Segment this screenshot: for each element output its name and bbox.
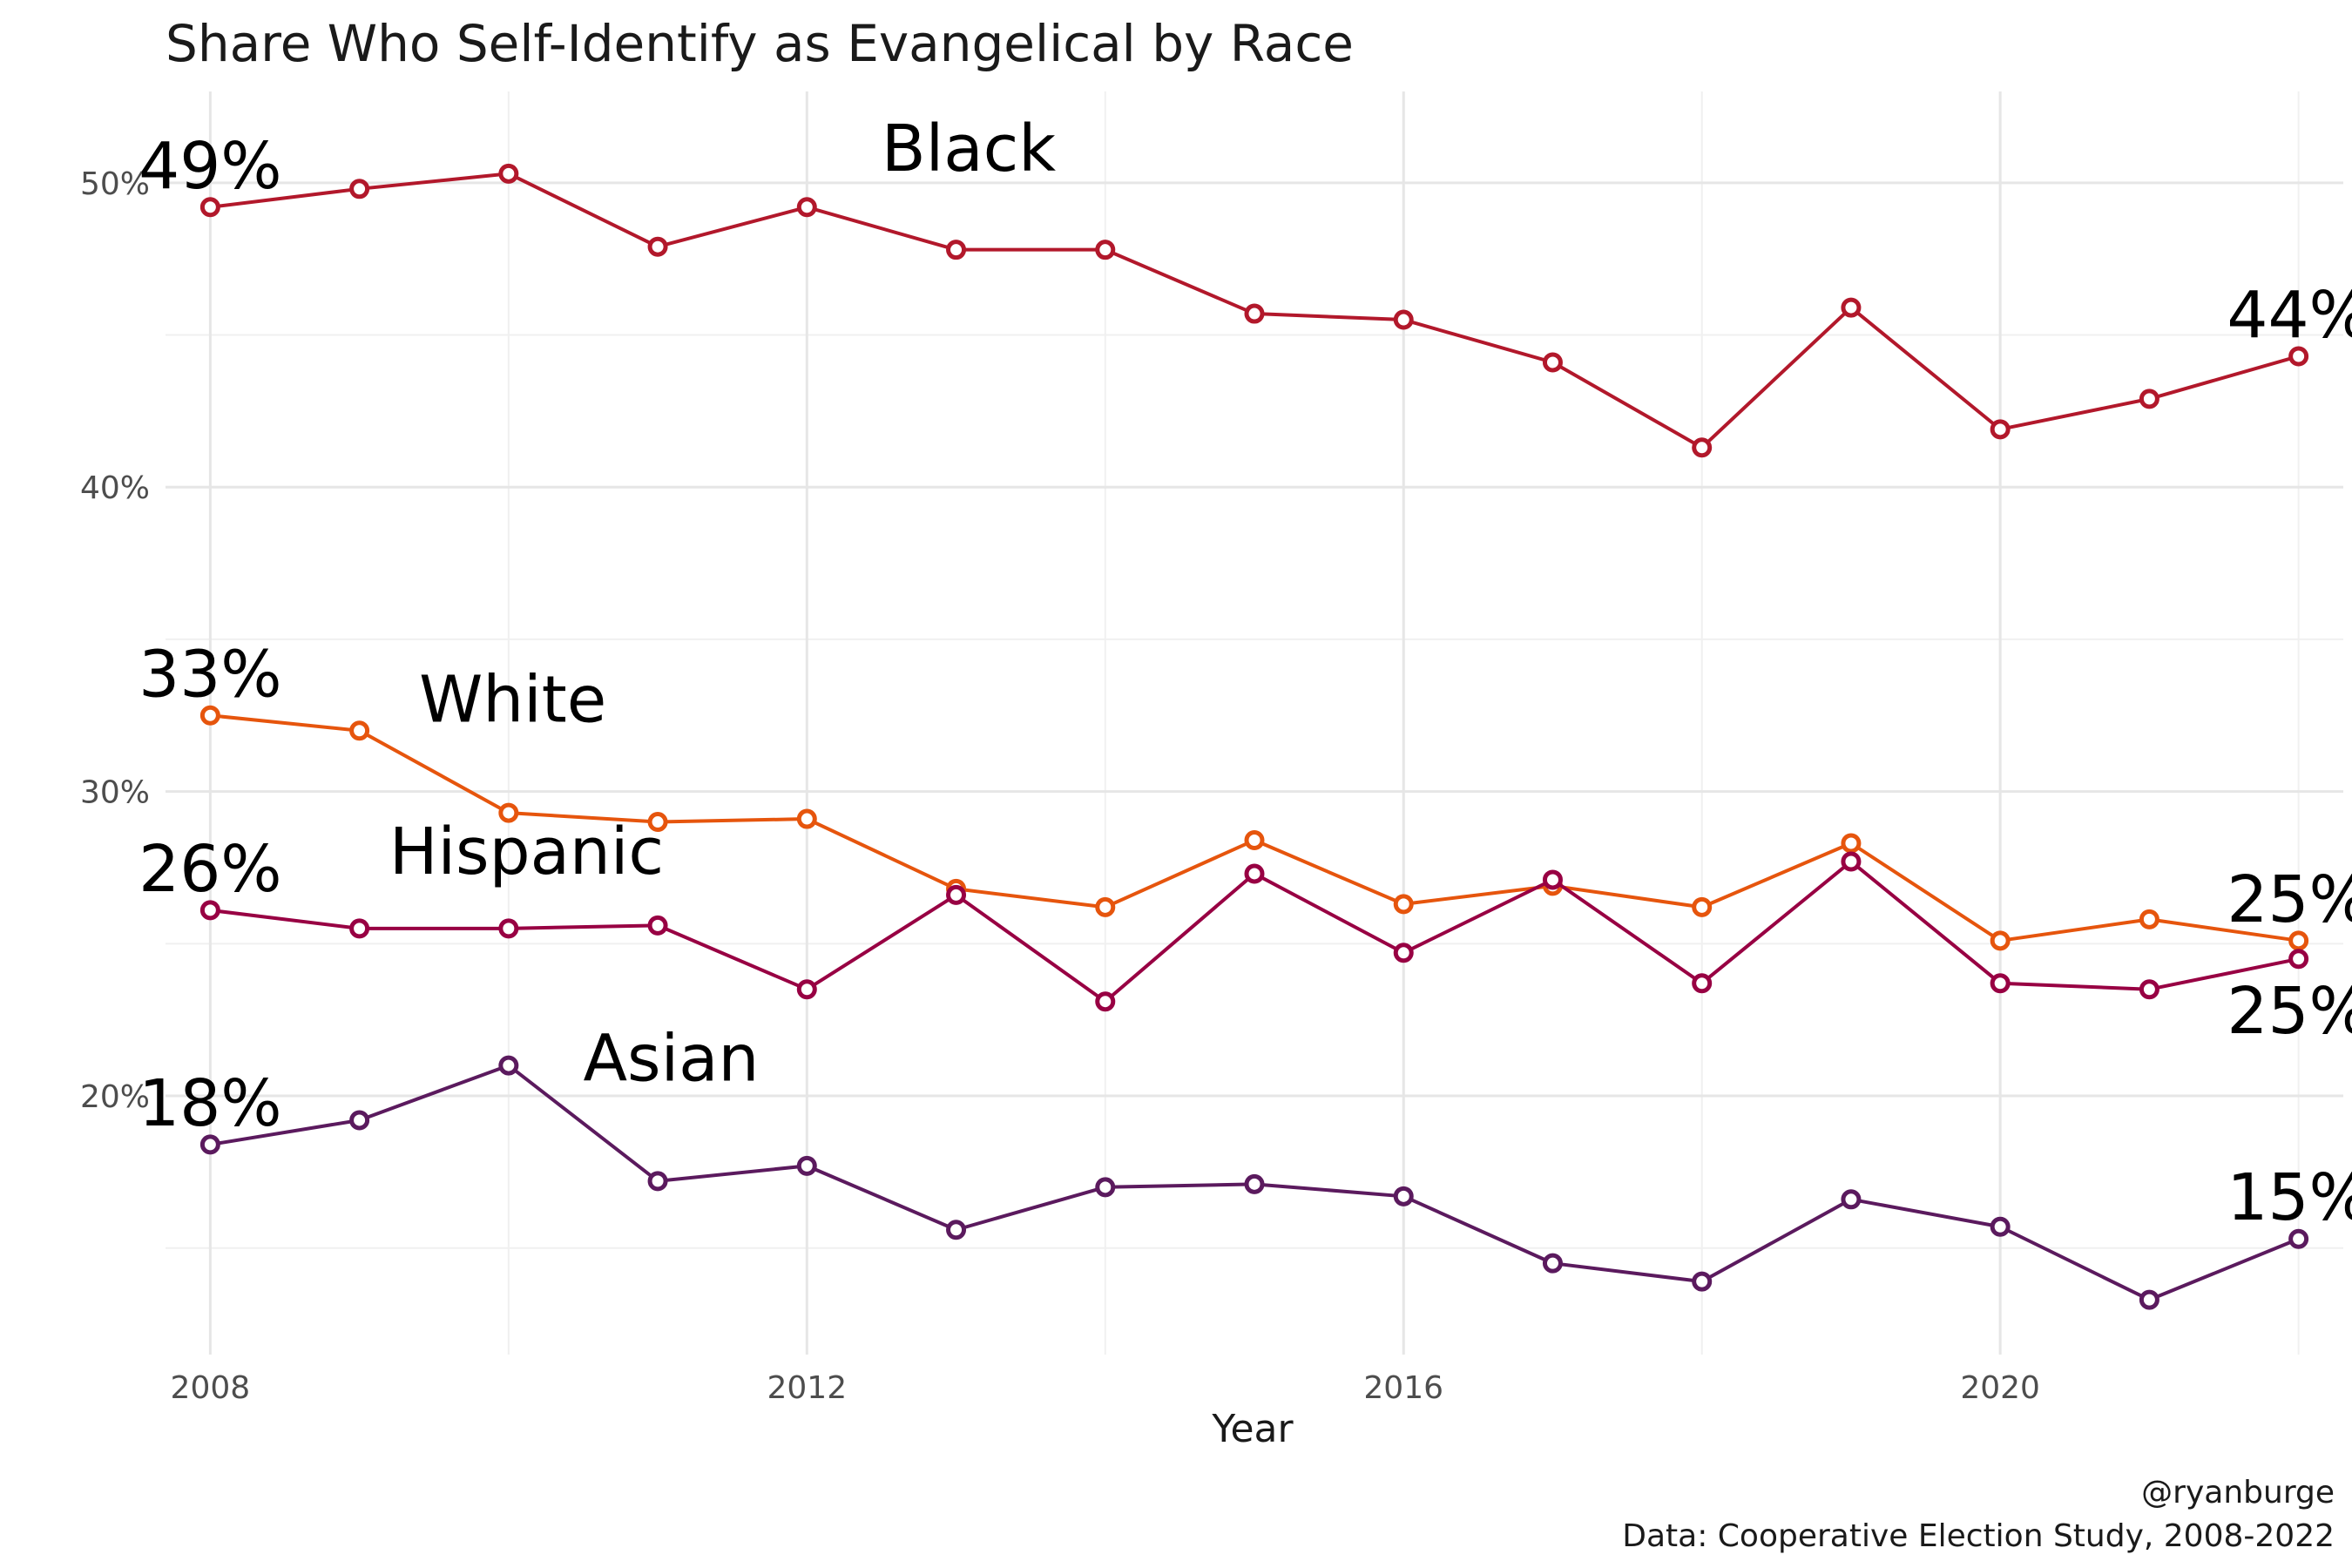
data-point-asian bbox=[1393, 1186, 1414, 1206]
data-point-white bbox=[1244, 830, 1265, 851]
x-tick-label: 2020 bbox=[1960, 1370, 2040, 1406]
caption: @ryanburge Data: Cooperative Election St… bbox=[1622, 1475, 2335, 1554]
x-tick-label: 2016 bbox=[1363, 1370, 1443, 1406]
data-point-asian bbox=[1692, 1271, 1713, 1292]
data-point-hispanic bbox=[1095, 991, 1116, 1012]
data-point-asian bbox=[2139, 1289, 2159, 1310]
data-point-black bbox=[647, 236, 668, 257]
y-tick-label: 20% bbox=[80, 1079, 150, 1115]
data-point-black bbox=[1095, 240, 1116, 260]
data-point-white bbox=[1095, 896, 1116, 917]
data-point-white bbox=[1841, 833, 1862, 854]
data-point-hispanic bbox=[796, 979, 817, 1000]
data-point-hispanic bbox=[647, 915, 668, 936]
data-point-hispanic bbox=[199, 900, 220, 921]
data-point-black bbox=[1841, 297, 1862, 318]
data-point-black bbox=[946, 240, 967, 260]
chart-title: Share Who Self-Identify as Evangelical b… bbox=[166, 14, 1354, 73]
data-point-black bbox=[349, 179, 370, 199]
data-point-white bbox=[2288, 930, 2309, 951]
data-point-asian bbox=[796, 1155, 817, 1176]
data-point-hispanic bbox=[1692, 973, 1713, 994]
data-point-black bbox=[1244, 303, 1265, 324]
data-point-hispanic bbox=[498, 918, 519, 939]
data-point-asian bbox=[1095, 1177, 1116, 1198]
series-hispanic bbox=[199, 851, 2309, 1012]
caption-source: Data: Cooperative Election Study, 2008-2… bbox=[1622, 1518, 2335, 1554]
series-black bbox=[199, 163, 2309, 458]
data-point-asian bbox=[1841, 1189, 1862, 1210]
data-point-asian bbox=[647, 1171, 668, 1192]
end-value-label-asian: 15% bbox=[2227, 1160, 2352, 1235]
start-value-label-asian: 18% bbox=[139, 1066, 281, 1141]
data-point-white bbox=[796, 808, 817, 829]
end-value-label-hispanic: 25% bbox=[2227, 974, 2352, 1049]
y-axis: 20% 30% 40% 50% bbox=[80, 166, 150, 1115]
start-value-label-black: 49% bbox=[139, 129, 281, 204]
data-point-asian bbox=[349, 1110, 370, 1131]
end-value-label-white: 25% bbox=[2227, 862, 2352, 937]
data-point-black bbox=[1692, 437, 1713, 458]
data-point-asian bbox=[1244, 1173, 1265, 1194]
data-point-black bbox=[1542, 352, 1563, 373]
data-point-white bbox=[349, 720, 370, 741]
data-point-white bbox=[2139, 909, 2159, 929]
data-point-asian bbox=[1990, 1216, 2011, 1237]
data-point-black bbox=[796, 197, 817, 218]
y-tick-label: 50% bbox=[80, 166, 150, 202]
x-tick-label: 2012 bbox=[767, 1370, 847, 1406]
data-point-hispanic bbox=[1393, 943, 1414, 963]
x-tick-label: 2008 bbox=[171, 1370, 251, 1406]
data-point-hispanic bbox=[2288, 949, 2309, 970]
data-point-black bbox=[2288, 346, 2309, 367]
data-point-white bbox=[1393, 894, 1414, 915]
data-point-asian bbox=[2288, 1228, 2309, 1249]
y-tick-label: 30% bbox=[80, 775, 150, 811]
series-layer bbox=[199, 163, 2309, 1310]
data-point-asian bbox=[498, 1055, 519, 1076]
data-point-white bbox=[1990, 930, 2011, 951]
data-point-white bbox=[199, 705, 220, 726]
data-point-white bbox=[498, 802, 519, 823]
x-axis-title: Year bbox=[1211, 1407, 1294, 1451]
data-point-white bbox=[1692, 896, 1713, 917]
data-point-hispanic bbox=[946, 884, 967, 905]
data-point-hispanic bbox=[349, 918, 370, 939]
data-point-hispanic bbox=[2139, 979, 2159, 1000]
data-point-hispanic bbox=[1841, 851, 1862, 872]
data-point-hispanic bbox=[1990, 973, 2011, 994]
end-value-label-black: 44% bbox=[2227, 278, 2352, 353]
data-point-asian bbox=[1542, 1253, 1563, 1274]
start-value-label-hispanic: 26% bbox=[139, 832, 281, 907]
series-label-black: Black bbox=[882, 112, 1056, 186]
data-point-black bbox=[199, 197, 220, 218]
series-label-white: White bbox=[419, 662, 606, 737]
data-point-white bbox=[647, 812, 668, 833]
series-white bbox=[199, 705, 2309, 951]
x-axis: 2008 2012 2016 2020 bbox=[171, 1370, 2040, 1406]
labels-layer: Black 49% 44% White 33% 25% Hispanic 26% 25% Asia… bbox=[139, 112, 2352, 1235]
caption-handle: @ryanburge bbox=[2141, 1475, 2335, 1511]
data-point-black bbox=[498, 163, 519, 184]
data-point-black bbox=[2139, 389, 2159, 409]
start-value-label-white: 33% bbox=[139, 637, 281, 712]
data-point-hispanic bbox=[1244, 863, 1265, 884]
data-point-black bbox=[1990, 419, 2011, 440]
y-tick-label: 40% bbox=[80, 470, 150, 506]
data-point-black bbox=[1393, 309, 1414, 330]
series-label-asian: Asian bbox=[583, 1022, 759, 1097]
data-point-asian bbox=[199, 1134, 220, 1155]
series-asian bbox=[199, 1055, 2309, 1310]
series-label-hispanic: Hispanic bbox=[389, 814, 664, 889]
data-point-hispanic bbox=[1542, 869, 1563, 890]
data-point-asian bbox=[946, 1220, 967, 1240]
